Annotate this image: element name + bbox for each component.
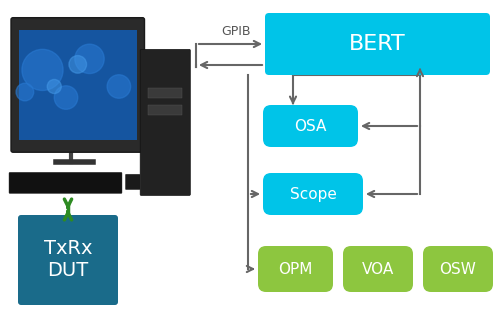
- FancyBboxPatch shape: [263, 173, 363, 215]
- FancyBboxPatch shape: [18, 215, 118, 305]
- Circle shape: [54, 86, 78, 109]
- Circle shape: [22, 49, 63, 90]
- FancyBboxPatch shape: [258, 246, 333, 292]
- FancyBboxPatch shape: [148, 88, 182, 98]
- Text: GPIB: GPIB: [221, 25, 250, 38]
- FancyBboxPatch shape: [265, 13, 490, 75]
- Text: Scope: Scope: [290, 186, 337, 202]
- Text: OPM: OPM: [278, 261, 312, 277]
- FancyBboxPatch shape: [140, 49, 190, 195]
- Circle shape: [69, 56, 86, 73]
- Text: OSW: OSW: [440, 261, 476, 277]
- FancyBboxPatch shape: [423, 246, 493, 292]
- FancyBboxPatch shape: [343, 246, 413, 292]
- FancyBboxPatch shape: [148, 105, 182, 115]
- FancyBboxPatch shape: [263, 105, 358, 147]
- FancyBboxPatch shape: [19, 30, 136, 140]
- FancyBboxPatch shape: [126, 174, 140, 190]
- Text: VOA: VOA: [362, 261, 394, 277]
- FancyBboxPatch shape: [9, 172, 122, 194]
- Circle shape: [75, 44, 104, 73]
- Circle shape: [107, 75, 130, 98]
- Circle shape: [16, 83, 34, 101]
- Circle shape: [47, 80, 62, 93]
- FancyBboxPatch shape: [11, 18, 144, 152]
- Text: TxRx
DUT: TxRx DUT: [44, 240, 92, 280]
- Text: BERT: BERT: [349, 34, 406, 54]
- Text: OSA: OSA: [294, 118, 326, 134]
